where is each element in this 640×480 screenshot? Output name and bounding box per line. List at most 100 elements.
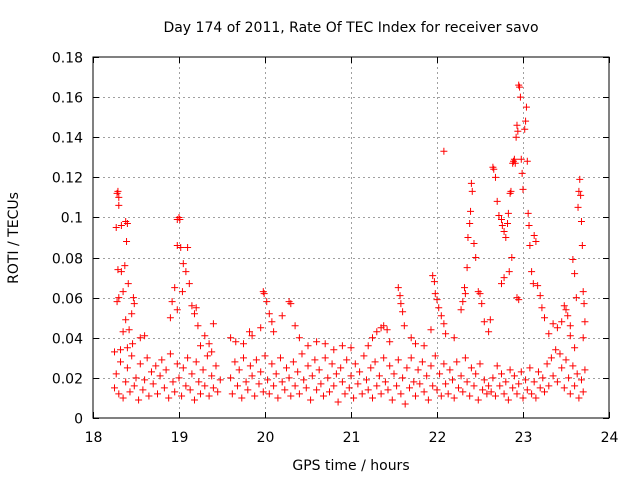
data-point xyxy=(448,376,456,384)
data-point xyxy=(483,390,491,398)
data-point xyxy=(233,382,241,390)
data-point xyxy=(566,390,574,398)
data-point xyxy=(145,392,153,400)
data-point xyxy=(519,394,527,402)
data-point xyxy=(573,370,581,378)
data-point xyxy=(430,278,438,286)
data-point xyxy=(291,382,299,390)
data-point xyxy=(394,356,402,364)
data-point xyxy=(424,396,432,404)
data-point xyxy=(476,290,484,298)
data-point xyxy=(420,342,428,350)
data-point xyxy=(350,394,358,402)
data-point xyxy=(571,270,579,278)
data-point xyxy=(255,380,263,388)
data-point xyxy=(513,121,521,129)
data-point xyxy=(523,386,531,394)
data-point xyxy=(190,396,198,404)
data-point xyxy=(195,378,203,386)
data-point xyxy=(264,376,272,384)
data-point xyxy=(152,362,160,370)
data-point xyxy=(476,360,484,368)
x-tick-label: 24 xyxy=(601,430,619,446)
data-point xyxy=(510,372,518,380)
data-point xyxy=(166,314,174,322)
data-point xyxy=(186,386,194,394)
y-tick-label: 0.1 xyxy=(61,211,83,227)
data-point xyxy=(461,284,469,292)
data-point xyxy=(522,103,530,111)
data-point xyxy=(491,392,499,400)
data-point xyxy=(500,390,508,398)
y-tick-label: 0 xyxy=(74,412,83,428)
data-point xyxy=(474,396,482,404)
data-point xyxy=(367,364,375,372)
data-point xyxy=(158,356,166,364)
data-point xyxy=(455,384,462,392)
data-point xyxy=(440,320,448,328)
data-point xyxy=(572,294,580,302)
data-point xyxy=(490,165,498,173)
data-point xyxy=(569,362,577,370)
data-point xyxy=(252,356,260,364)
data-point xyxy=(259,388,267,396)
data-point xyxy=(302,384,310,392)
data-point xyxy=(577,376,585,384)
data-point xyxy=(516,93,524,101)
data-point xyxy=(536,384,544,392)
data-point xyxy=(201,382,209,390)
data-point xyxy=(135,396,143,404)
data-point xyxy=(208,348,216,356)
data-point xyxy=(260,290,268,298)
data-point xyxy=(205,392,213,400)
data-point xyxy=(486,316,494,324)
data-point xyxy=(149,380,157,388)
data-point xyxy=(169,378,177,386)
data-point xyxy=(128,310,136,318)
data-point xyxy=(231,358,239,366)
data-point xyxy=(394,284,402,292)
data-point xyxy=(505,268,513,276)
data-point xyxy=(433,296,441,304)
data-point xyxy=(276,354,284,362)
data-point xyxy=(530,231,538,239)
data-point xyxy=(487,388,495,396)
data-point xyxy=(493,197,501,205)
data-point xyxy=(171,284,179,292)
data-points xyxy=(111,81,589,408)
data-point xyxy=(571,382,579,390)
data-point xyxy=(114,187,122,195)
data-point xyxy=(330,382,338,390)
data-point xyxy=(472,254,480,262)
data-point xyxy=(270,328,278,336)
data-point xyxy=(261,352,269,360)
data-point xyxy=(464,234,472,241)
data-point xyxy=(466,219,474,227)
data-point xyxy=(227,334,235,342)
data-point xyxy=(491,173,499,181)
data-point xyxy=(373,382,381,390)
y-tick-label: 0.02 xyxy=(52,372,83,388)
data-point xyxy=(532,394,540,402)
data-point xyxy=(117,268,125,276)
data-point xyxy=(128,352,136,360)
data-point xyxy=(111,348,118,356)
x-tick-label: 22 xyxy=(429,430,447,446)
data-point xyxy=(166,350,174,358)
data-point xyxy=(526,242,534,250)
data-point xyxy=(281,386,289,394)
data-point xyxy=(285,374,293,382)
y-tick-label: 0.18 xyxy=(52,51,83,67)
data-point xyxy=(528,268,536,276)
data-point xyxy=(521,125,529,133)
data-point xyxy=(457,306,465,314)
data-point xyxy=(228,390,236,398)
data-point xyxy=(192,358,200,366)
data-point xyxy=(364,342,372,350)
data-point xyxy=(112,223,120,231)
data-point xyxy=(412,340,419,348)
data-point xyxy=(240,340,247,348)
data-point xyxy=(136,360,144,368)
data-point xyxy=(132,374,140,382)
data-point xyxy=(565,374,573,382)
